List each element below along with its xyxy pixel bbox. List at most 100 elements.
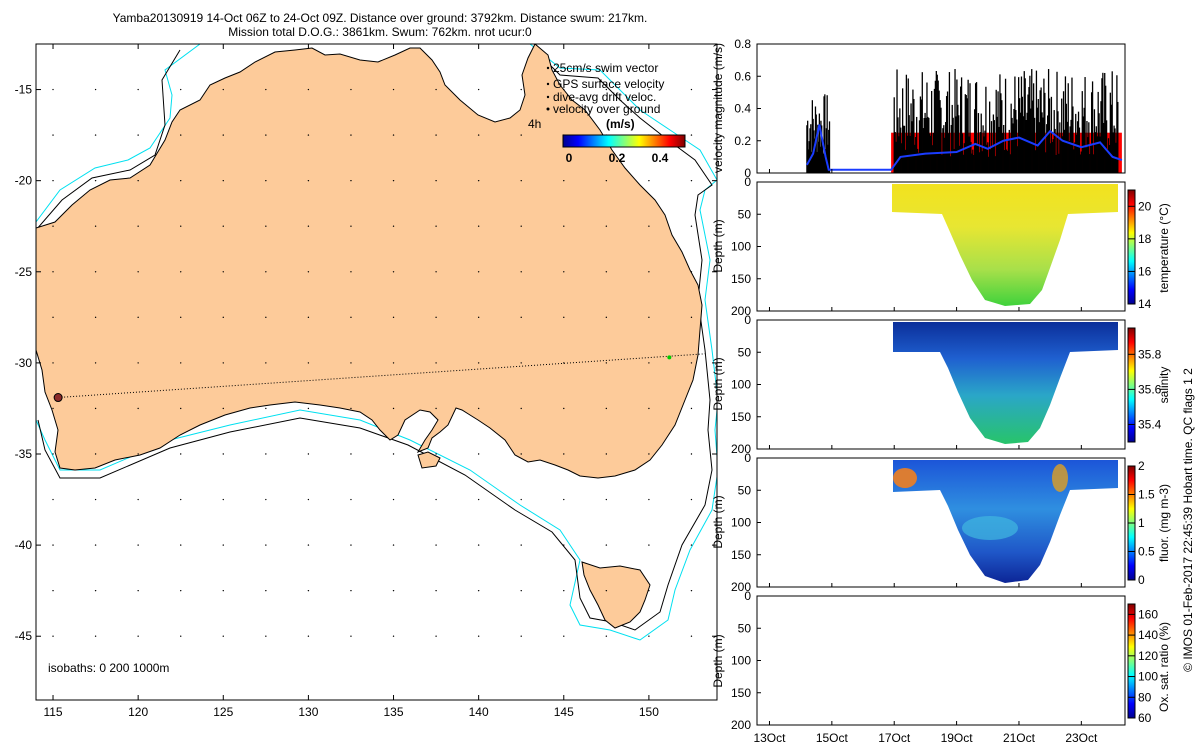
velocity-ytick-label-0: 0 xyxy=(744,166,751,180)
fluorescence-cbar-label-0: 0 xyxy=(1138,573,1145,587)
fluorescence-ylabel: Depth (m) xyxy=(711,495,725,548)
map-xtick-label-0: 115 xyxy=(43,705,62,719)
oxygen-depth-label-2: 100 xyxy=(731,654,751,668)
map-ytick-label-3: -30 xyxy=(15,356,33,370)
salinity-panel: 0 50 100 150 200 Depth (m) 35.4 35.6 35.8 sali… xyxy=(711,313,1171,456)
temperature-colorbar-label: temperature (°C) xyxy=(1157,203,1171,293)
map-latitude-ticks: -15 -20 -25 -30 -35 -40 -45 xyxy=(15,83,717,643)
map-ytick-label-1: -20 xyxy=(15,174,33,188)
map-xtick-label-5: 140 xyxy=(469,705,489,719)
time-tick-label-3: 19Oct xyxy=(941,731,974,745)
velocity-ytick-label-4: 0.8 xyxy=(734,37,751,51)
map-xtick-label-2: 125 xyxy=(213,705,233,719)
time-tick-label-2: 17Oct xyxy=(878,731,911,745)
oxygen-cbar-label-5: 160 xyxy=(1138,607,1158,621)
australia-landmass xyxy=(36,44,703,479)
fluorescence-cbar-label-3: 1.5 xyxy=(1138,488,1155,502)
salinity-cbar-label-0: 35.4 xyxy=(1138,417,1162,431)
map-xtick-label-3: 130 xyxy=(298,705,318,719)
tasmania xyxy=(581,561,651,629)
temperature-depth-label-4: 200 xyxy=(731,304,751,318)
fluorescence-colorbar-label: fluor. (mg m-3) xyxy=(1157,484,1171,562)
map-xtick-label-6: 145 xyxy=(554,705,574,719)
isobaths-label: isobaths: 0 200 1000m xyxy=(48,661,169,675)
footer-note: © IMOS 01-Feb-2017 22:45:39 Hobart time.… xyxy=(1181,368,1195,672)
isobath-1000m xyxy=(36,44,717,641)
map-ytick-label-6: -45 xyxy=(15,629,33,643)
map-colorbar-units: (m/s) xyxy=(606,117,635,131)
time-tick-label-4: 21Oct xyxy=(1003,731,1036,745)
velocity-dive-avg-line xyxy=(806,124,1123,171)
salinity-depth-label-2: 100 xyxy=(731,378,751,392)
map-ytick-label-5: -40 xyxy=(15,538,33,552)
legend-velocity-over-ground: velocity over ground xyxy=(553,102,660,116)
fluorescence-depth-label-0: 0 xyxy=(744,451,751,465)
oxygen-depth-label-0: 0 xyxy=(744,589,751,603)
velocity-ytick-label-1: 0.2 xyxy=(734,134,751,148)
velocity-panel: 0 0.2 0.4 0.6 0.8 velocity magnitude (m/s) xyxy=(711,37,1126,180)
temperature-depth-label-2: 100 xyxy=(731,240,751,254)
time-tick-label-5: 23Oct xyxy=(1065,731,1098,745)
temperature-colorbar xyxy=(1127,189,1136,305)
temperature-depth-label-3: 150 xyxy=(731,272,751,286)
velocity-ytick-label-3: 0.6 xyxy=(734,69,751,83)
velocity-ytick-label-2: 0.4 xyxy=(734,102,751,116)
isobath-200m xyxy=(36,49,713,631)
fluorescence-cbar-label-4: 2 xyxy=(1138,459,1145,473)
fluorescence-depth-label-1: 50 xyxy=(738,483,752,497)
velocity-ylabel: velocity magnitude (m/s) xyxy=(711,43,725,173)
time-axis-ticks: 13Oct 15Oct 17Oct 19Oct 21Oct 23Oct xyxy=(753,169,1098,745)
map-legend: 25cm/s swim vector GPS surface velocity … xyxy=(528,61,686,165)
temperature-panel: 0 50 100 150 200 Depth (m) 14 16 18 20 temperat… xyxy=(711,175,1171,318)
time-tick-label-1: 15Oct xyxy=(816,731,849,745)
plot-title-line2: Mission total D.O.G.: 3861km. Swum: 762k… xyxy=(228,25,532,39)
legend-gps-velocity: GPS surface velocity xyxy=(553,77,664,91)
salinity-depth-label-0: 0 xyxy=(744,313,751,327)
map-frame xyxy=(35,43,718,701)
salinity-cbar-label-2: 35.8 xyxy=(1138,347,1162,361)
oxygen-cbar-label-2: 100 xyxy=(1138,670,1158,684)
temperature-cbar-label-0: 14 xyxy=(1138,297,1152,311)
oxygen-depth-label-4: 200 xyxy=(731,718,751,732)
salinity-colorbar xyxy=(1127,327,1136,443)
oxygen-cbar-label-3: 120 xyxy=(1138,649,1158,663)
temperature-cbar-label-2: 18 xyxy=(1138,232,1152,246)
kangaroo-island xyxy=(417,451,441,469)
oxygen-colorbar-label: Ox. sat. ratio (%) xyxy=(1157,622,1171,712)
salinity-colorbar-label: salinity xyxy=(1157,367,1171,404)
fluorescence-depth-label-2: 100 xyxy=(731,516,751,530)
map-colorbar-tick-0: 0 xyxy=(566,151,573,165)
track-start-marker xyxy=(53,393,63,403)
temperature-cbar-label-3: 20 xyxy=(1138,199,1152,213)
velocity-bars xyxy=(806,69,1122,173)
map-colorbar xyxy=(562,134,686,148)
temperature-cbar-label-1: 16 xyxy=(1138,264,1152,278)
oxygen-depth-label-1: 50 xyxy=(738,621,752,635)
glider-position-marker xyxy=(667,355,672,360)
salinity-ylabel: Depth (m) xyxy=(711,357,725,410)
time-tick-label-0: 13Oct xyxy=(753,731,786,745)
salinity-depth-label-1: 50 xyxy=(738,345,752,359)
fluorescence-depth-label-4: 200 xyxy=(731,580,751,594)
oxygen-ylabel: Depth (m) xyxy=(711,634,725,687)
salinity-section xyxy=(893,322,1118,444)
map-xtick-label-1: 120 xyxy=(128,705,148,719)
salinity-depth-label-4: 200 xyxy=(731,442,751,456)
fluorescence-cbar-label-2: 1 xyxy=(1138,516,1145,530)
fluorescence-panel: 0 50 100 150 200 Depth (m) 0 0.5 1 1.5 2 fluor. … xyxy=(711,451,1171,594)
oxygen-depth-label-3: 150 xyxy=(731,686,751,700)
oxygen-cbar-label-1: 80 xyxy=(1138,690,1152,704)
map-xtick-label-7: 150 xyxy=(639,705,659,719)
map-longitude-ticks: 115 120 125 130 135 140 145 150 xyxy=(43,44,659,719)
oxygen-cbar-label-4: 140 xyxy=(1138,628,1158,642)
map-xtick-label-4: 135 xyxy=(384,705,404,719)
legend-swim-vector: 25cm/s swim vector xyxy=(553,61,658,75)
map-colorbar-tick-2: 0.4 xyxy=(652,151,669,165)
temperature-section xyxy=(892,184,1118,306)
oxygen-colorbar xyxy=(1127,603,1136,719)
map-time-label: 4h xyxy=(528,117,541,131)
salinity-cbar-label-1: 35.6 xyxy=(1138,382,1162,396)
map-ytick-label-2: -25 xyxy=(15,265,33,279)
